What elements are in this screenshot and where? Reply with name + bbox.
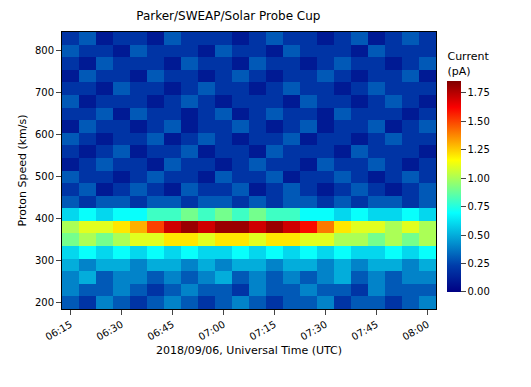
svg-text:06:45: 06:45 [146,319,176,343]
svg-text:08:00: 08:00 [401,319,431,343]
svg-text:200: 200 [35,297,54,308]
svg-text:1.75: 1.75 [468,87,490,98]
svg-text:07:30: 07:30 [299,319,329,343]
svg-text:Parker/SWEAP/Solar Probe Cup: Parker/SWEAP/Solar Probe Cup [136,9,320,23]
svg-text:300: 300 [35,255,54,266]
svg-text:0.50: 0.50 [468,230,490,241]
svg-text:1.50: 1.50 [468,116,490,127]
svg-text:07:00: 07:00 [197,319,227,343]
svg-text:400: 400 [35,213,54,224]
svg-text:2018/09/06, Universal Time (UT: 2018/09/06, Universal Time (UTC) [156,344,342,357]
svg-text:1.25: 1.25 [468,144,490,155]
svg-text:Current(pA): Current(pA) [447,50,489,77]
svg-text:800: 800 [35,45,54,56]
svg-text:0.25: 0.25 [468,258,490,269]
svg-text:700: 700 [35,87,54,98]
svg-text:1.00: 1.00 [468,173,490,184]
svg-text:07:45: 07:45 [350,319,380,343]
svg-text:Proton Speed (km/s): Proton Speed (km/s) [16,114,29,226]
svg-text:0.00: 0.00 [468,286,490,297]
svg-text:600: 600 [35,129,54,140]
svg-text:500: 500 [35,171,54,182]
svg-text:06:30: 06:30 [95,319,125,343]
svg-text:06:15: 06:15 [44,319,74,343]
svg-text:07:15: 07:15 [248,319,278,343]
svg-text:0.75: 0.75 [468,201,490,212]
